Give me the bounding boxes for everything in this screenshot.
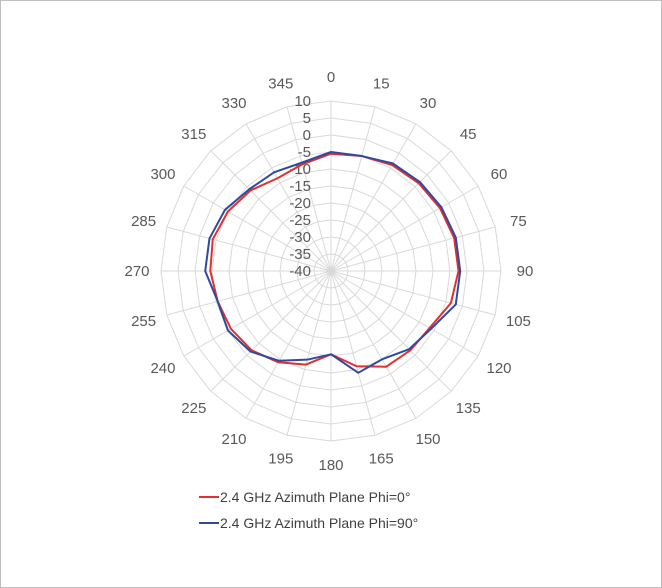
- angle-label-345: 345: [268, 76, 293, 93]
- angle-label-75: 75: [510, 213, 527, 230]
- angle-label-300: 300: [150, 166, 175, 183]
- spoke-165: [330, 270, 376, 436]
- angle-label-120: 120: [486, 360, 511, 377]
- spoke-60: [330, 185, 479, 272]
- spoke-315: [210, 150, 332, 272]
- angle-label-135: 135: [456, 400, 481, 417]
- angle-label-315: 315: [181, 126, 206, 143]
- legend: 2.4 GHz Azimuth Plane Phi=0° 2.4 GHz Azim…: [199, 489, 418, 531]
- radial-label--40: -40: [289, 263, 311, 280]
- spoke-240: [183, 270, 332, 357]
- angle-label-60: 60: [491, 166, 508, 183]
- angle-label-165: 165: [369, 450, 394, 467]
- spoke-255: [166, 270, 332, 316]
- radial-label--30: -30: [289, 229, 311, 246]
- spoke-30: [330, 123, 417, 272]
- series-line-2: [204, 151, 462, 374]
- spoke-225: [210, 270, 332, 392]
- angle-label-90: 90: [517, 263, 534, 280]
- angle-label-240: 240: [150, 360, 175, 377]
- angle-label-225: 225: [181, 400, 206, 417]
- radial-label--15: -15: [289, 178, 311, 195]
- angle-label-210: 210: [221, 431, 246, 448]
- spoke-345: [286, 106, 332, 272]
- spoke-300: [183, 185, 332, 272]
- radial-label-10: 10: [294, 93, 311, 110]
- angular-axes: [161, 101, 501, 441]
- angle-tick-labels: 0 15 30 45 60 75 90 105 120 135 150 165 180 195 210 225…: [124, 69, 533, 474]
- angle-label-150: 150: [415, 431, 440, 448]
- spoke-195: [286, 270, 332, 436]
- radial-label-0: 0: [303, 127, 311, 144]
- spoke-15: [330, 106, 376, 272]
- radial-label--5: -5: [298, 144, 311, 161]
- spoke-150: [330, 270, 417, 419]
- spoke-210: [245, 270, 332, 419]
- angle-label-270: 270: [124, 263, 149, 280]
- angle-label-285: 285: [131, 213, 156, 230]
- spoke-135: [330, 270, 452, 392]
- radial-label--20: -20: [289, 195, 311, 212]
- angle-label-195: 195: [268, 450, 293, 467]
- radial-label-5: 5: [303, 110, 311, 127]
- legend-label-1: 2.4 GHz Azimuth Plane Phi=0°: [220, 489, 410, 505]
- angle-label-105: 105: [506, 313, 531, 330]
- legend-label-2: 2.4 GHz Azimuth Plane Phi=90°: [220, 515, 418, 531]
- spoke-330: [245, 123, 332, 272]
- angle-label-15: 15: [373, 76, 390, 93]
- spoke-285: [166, 226, 332, 272]
- spoke-120: [330, 270, 479, 357]
- angle-label-255: 255: [131, 313, 156, 330]
- angle-label-0: 0: [327, 69, 335, 86]
- angle-label-330: 330: [221, 95, 246, 112]
- spoke-105: [330, 270, 496, 316]
- radial-label--25: -25: [289, 212, 311, 229]
- spoke-45: [330, 150, 452, 272]
- series-lines: [204, 151, 462, 374]
- radial-label--35: -35: [289, 246, 311, 263]
- angle-label-180: 180: [318, 457, 343, 474]
- angle-label-30: 30: [420, 95, 437, 112]
- spoke-75: [330, 226, 496, 272]
- angle-label-45: 45: [460, 126, 477, 143]
